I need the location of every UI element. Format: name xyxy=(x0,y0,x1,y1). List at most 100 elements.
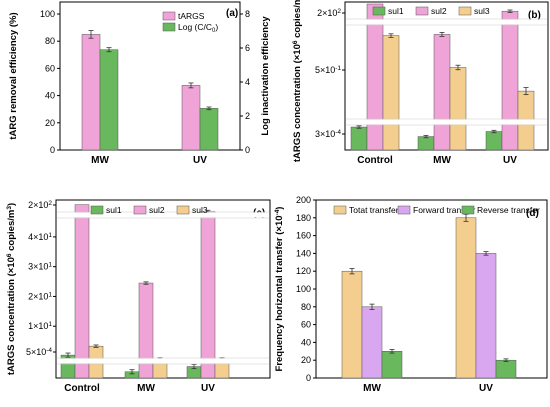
panel-b-ytick-label: 5×10-1 xyxy=(315,65,341,75)
panel-a-ytick-label: 20 xyxy=(45,118,55,128)
panel-a-ylabel: tARG removal efficiency (%) xyxy=(8,12,19,139)
panel-d-ytick-label: 120 xyxy=(296,266,311,276)
panel-b-bar-sul1 xyxy=(485,131,503,151)
panel-a-legend-label: tARGS xyxy=(178,11,205,21)
panel-d-bar xyxy=(341,270,363,379)
panel-b-category: Control xyxy=(357,155,393,166)
panel-c-ytick-label: 2×101 xyxy=(28,291,52,301)
panel-c-ylabel: tARGS concentration (×106 copies/m3) xyxy=(6,203,17,375)
panel-c-legend-label: sul2 xyxy=(149,205,165,215)
panel-b-bar-sul3 xyxy=(382,35,400,151)
panel-b-ylabel: tARGS concentration (×106 copies/m3) xyxy=(292,0,303,162)
panel-b-legend-swatch xyxy=(458,6,472,16)
panel-a-y2tick-label: 6 xyxy=(245,43,250,53)
panel-d-bar xyxy=(495,359,517,379)
panel-d-legend-label: Totat transfer xyxy=(349,205,399,215)
panel-b-category: MW xyxy=(433,155,451,166)
panel-c-category: MW xyxy=(137,383,155,394)
panel-a-label: (a) xyxy=(226,8,238,19)
panel-d-ytick-label: 160 xyxy=(296,231,311,241)
panel-a-frame xyxy=(59,1,241,151)
panel-c-axis-break xyxy=(57,358,269,364)
panel-c-ytick-label: 3×101 xyxy=(28,262,52,272)
panel-c-category: Control xyxy=(64,383,100,394)
panel-a-ytick-label: 80 xyxy=(45,36,55,46)
panel-a-y2tick-label: 0 xyxy=(245,145,250,155)
panel-d-bar xyxy=(455,217,477,379)
panel-a-y2label: Log inactivation efficiency xyxy=(260,16,271,136)
panel-a-legend-swatch xyxy=(162,22,176,32)
panel-b-legend-swatch xyxy=(372,6,386,16)
panel-b-ytick-label: 2×102 xyxy=(317,8,341,18)
panel-b-bar-sul1 xyxy=(417,136,435,151)
panel-c-bar-sul2 xyxy=(200,211,216,379)
panel-c-axis-break xyxy=(57,212,269,218)
panel-c: (c) 5×10-41×1012×1013×1014×1012×102Contr… xyxy=(6,199,271,394)
panel-c-ytick-label: 1×101 xyxy=(28,321,52,331)
panel-b-bar-sul2 xyxy=(501,10,519,151)
panel-a-bar-targs xyxy=(181,85,201,151)
panel-b-bar-sul2 xyxy=(433,34,451,151)
panel-d-ytick-label: 40 xyxy=(301,337,311,347)
panel-d-legend-swatch xyxy=(333,205,347,215)
panel-b-bar-sul2 xyxy=(366,3,384,151)
panel-d-legend-label: Reverse transfer xyxy=(477,205,540,215)
panel-d-bar xyxy=(361,306,383,379)
panel-a-ytick-label: 40 xyxy=(45,91,55,101)
panel-b-legend-swatch xyxy=(415,6,429,16)
panel-a-ytick-label: 0 xyxy=(50,145,55,155)
panel-b-bar-sul1 xyxy=(350,126,368,151)
panel-c-legend-label: sul3 xyxy=(192,205,208,215)
panel-c-legend-swatch xyxy=(176,205,190,215)
panel-d-label: (d) xyxy=(526,208,539,219)
panel-a-ytick-label: 60 xyxy=(45,63,55,73)
panel-c-legend-swatch xyxy=(90,205,104,215)
panel-b-bar-sul3 xyxy=(449,67,467,151)
panel-d-ytick-label: 100 xyxy=(296,284,311,294)
panel-c-ytick-label: 4×101 xyxy=(28,232,52,242)
panel-c-ytick-label: 5×10-4 xyxy=(26,347,52,357)
panel-b-ytick-label: 3×10-4 xyxy=(315,129,341,139)
panel-c-bar-sul2 xyxy=(74,204,90,379)
panel-c-legend-label: sul1 xyxy=(106,205,122,215)
panel-d-category: UV xyxy=(479,383,493,394)
panel-b-legend-label: sul3 xyxy=(474,6,490,16)
panel-d-ytick-label: 60 xyxy=(301,320,311,330)
panel-a-ytick-label: 100 xyxy=(40,9,55,19)
panel-a-bar-log xyxy=(99,49,119,151)
panel-d-bar xyxy=(381,351,403,379)
panel-b-legend-label: sul2 xyxy=(431,6,447,16)
panel-a-legend-label: Log (C/C0) xyxy=(178,22,218,34)
panel-a-y2tick-label: 4 xyxy=(245,77,250,87)
panel-d-legend-swatch xyxy=(397,205,411,215)
panel-d-ytick-label: 180 xyxy=(296,213,311,223)
panel-d-category: MW xyxy=(363,383,381,394)
panel-a-category: MW xyxy=(91,155,109,166)
panel-b-label: (b) xyxy=(528,10,541,21)
panel-c-ytick-label: 2×102 xyxy=(28,200,52,210)
panel-a-bar-targs xyxy=(81,34,101,151)
panel-c-legend-swatch xyxy=(133,205,147,215)
panel-d-ytick-label: 200 xyxy=(296,195,311,205)
panel-d-ylabel: Frequency horizontal transfer (×10-4) xyxy=(274,207,285,372)
panel-d-ytick-label: 80 xyxy=(301,302,311,312)
panel-b: (b) 3×10-4 5×10-1 2×102 Control MW UV sul1 sul2… xyxy=(292,0,549,166)
panel-d-legend-label: Forward transfer xyxy=(413,205,476,215)
panel-d-ytick-label: 140 xyxy=(296,248,311,258)
panel-a-y2tick-label: 2 xyxy=(245,111,250,121)
panel-b-legend-label: sul1 xyxy=(388,6,404,16)
panel-d: (d) 0 20 40 60 80 100 120 140 160 180 200 MW UV Totat… xyxy=(274,195,548,394)
panel-d-legend-swatch xyxy=(461,205,475,215)
panel-b-axis-break xyxy=(346,119,547,125)
panel-a-y2tick-label: 8 xyxy=(245,9,250,19)
panel-a-bar-log xyxy=(199,108,219,151)
panel-b-axis-break xyxy=(346,19,547,25)
panel-d-ytick-label: 20 xyxy=(301,355,311,365)
panel-d-ytick-label: 0 xyxy=(306,373,311,383)
panel-a-legend-swatch xyxy=(162,11,176,21)
panel-a-category: UV xyxy=(193,155,207,166)
panel-d-bar xyxy=(475,253,497,379)
panel-b-category: UV xyxy=(503,155,517,166)
